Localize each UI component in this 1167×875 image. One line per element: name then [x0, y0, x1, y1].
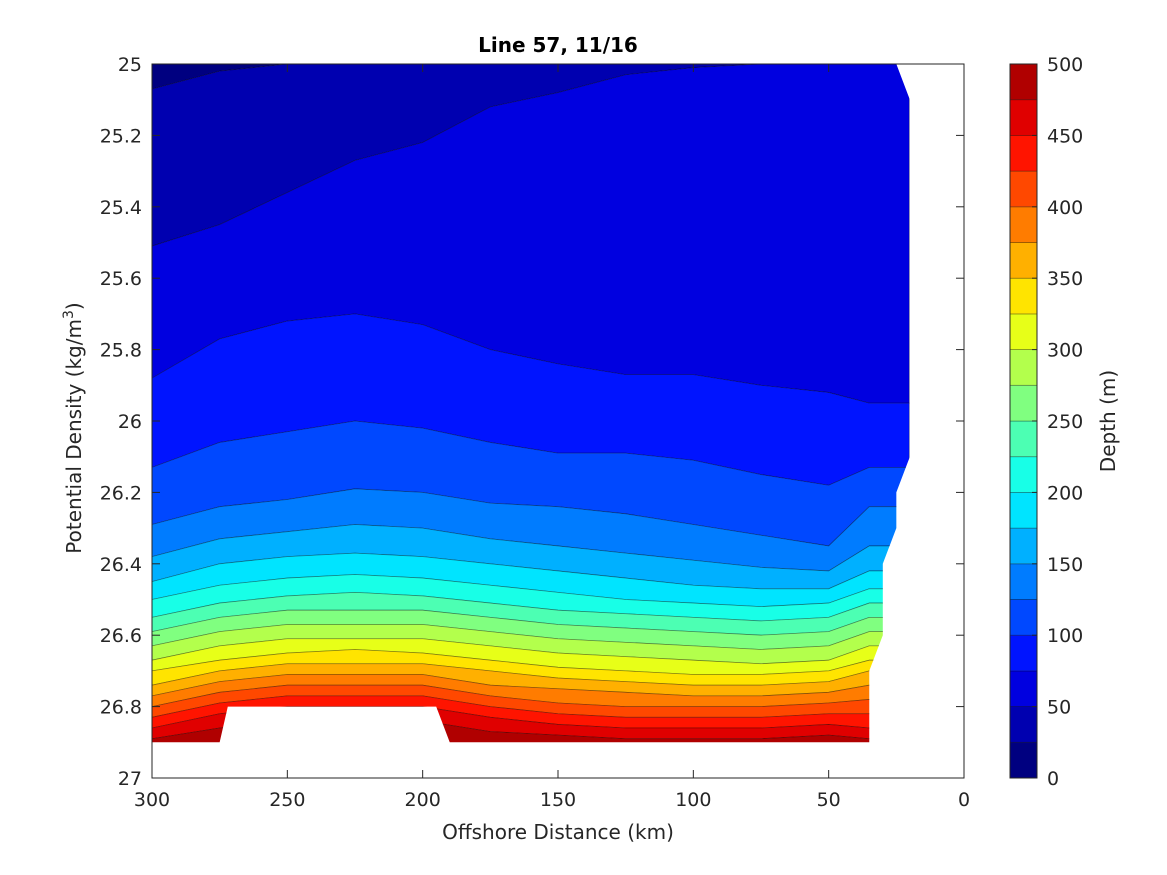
colorbar-label: Depth (m) [1096, 370, 1120, 472]
colorbar-swatch [1009, 206, 1038, 243]
colorbar-swatch [1009, 277, 1038, 315]
colorbar-swatch [1009, 134, 1038, 172]
contour-band [152, 64, 910, 90]
colorbar-tick-label: 50 [1047, 697, 1071, 719]
y-tick-label: 27 [118, 768, 142, 790]
colorbar-swatch [1009, 563, 1038, 600]
colorbar-tick-label: 100 [1047, 625, 1083, 647]
colorbar-swatch [1009, 170, 1038, 208]
contour-fill-layer [152, 64, 910, 743]
colorbar-swatch [1009, 63, 1038, 101]
x-tick-label: 250 [269, 789, 305, 811]
colorbar-swatch [1009, 99, 1038, 136]
colorbar-tick-label: 350 [1047, 268, 1083, 290]
x-tick-label: 100 [675, 789, 711, 811]
colorbar-tick-label: 200 [1047, 482, 1083, 504]
colorbar-swatch [1009, 491, 1038, 529]
colorbar-swatch [1009, 527, 1038, 565]
contour-band [152, 64, 910, 404]
contour-band [152, 64, 910, 247]
colorbar-tick-label: 500 [1047, 54, 1083, 76]
x-axis-label: Offshore Distance (km) [442, 820, 674, 844]
y-axis-label-superscript: 3 [61, 310, 77, 319]
x-tick-label: 200 [405, 789, 441, 811]
y-axis-label: Potential Density (kg/m3) [61, 302, 86, 553]
colorbar-swatch [1009, 456, 1038, 493]
y-tick-label: 26.2 [100, 482, 142, 504]
colorbar-tick-label: 450 [1047, 125, 1083, 147]
colorbar-tick-label: 0 [1047, 768, 1059, 790]
y-tick-label: 26 [118, 411, 142, 433]
colorbar-tick-label: 300 [1047, 340, 1083, 362]
x-tick-label: 50 [817, 789, 841, 811]
y-tick-label: 25.6 [100, 268, 142, 290]
y-tick-label: 25.8 [100, 340, 142, 362]
colorbar-swatch [1009, 634, 1038, 672]
x-tick-label: 300 [134, 789, 170, 811]
y-axis: 25 25.2 25.4 25.6 25.8 26 26.2 26.4 26.6 26.8 27 [100, 54, 964, 790]
chart-title: Line 57, 11/16 [478, 33, 638, 57]
y-tick-label: 25.4 [100, 197, 142, 219]
y-tick-label: 25 [118, 54, 142, 76]
colorbar-tick-label: 250 [1047, 411, 1083, 433]
colorbar-swatch [1009, 313, 1038, 350]
colorbar-swatch [1009, 670, 1038, 708]
y-tick-label: 26.8 [100, 697, 142, 719]
colorbar: 0 50 100 150 200 250 300 350 400 450 500 [1009, 54, 1083, 790]
colorbar-swatch [1009, 349, 1038, 386]
y-tick-label: 25.2 [100, 125, 142, 147]
y-tick-label: 26.4 [100, 554, 142, 576]
x-axis: 300 250 200 150 100 50 0 [134, 64, 970, 811]
colorbar-swatch [1009, 706, 1038, 743]
colorbar-swatch [1009, 384, 1038, 422]
colorbar-tick-label: 400 [1047, 197, 1083, 219]
colorbar-swatch [1009, 741, 1038, 779]
colorbar-swatch [1009, 599, 1038, 636]
colorbar-swatch [1009, 420, 1038, 458]
y-tick-label: 26.6 [100, 625, 142, 647]
colorbar-tick-label: 150 [1047, 554, 1083, 576]
x-tick-label: 150 [540, 789, 576, 811]
x-tick-label: 0 [958, 789, 970, 811]
colorbar-swatch [1009, 242, 1038, 279]
